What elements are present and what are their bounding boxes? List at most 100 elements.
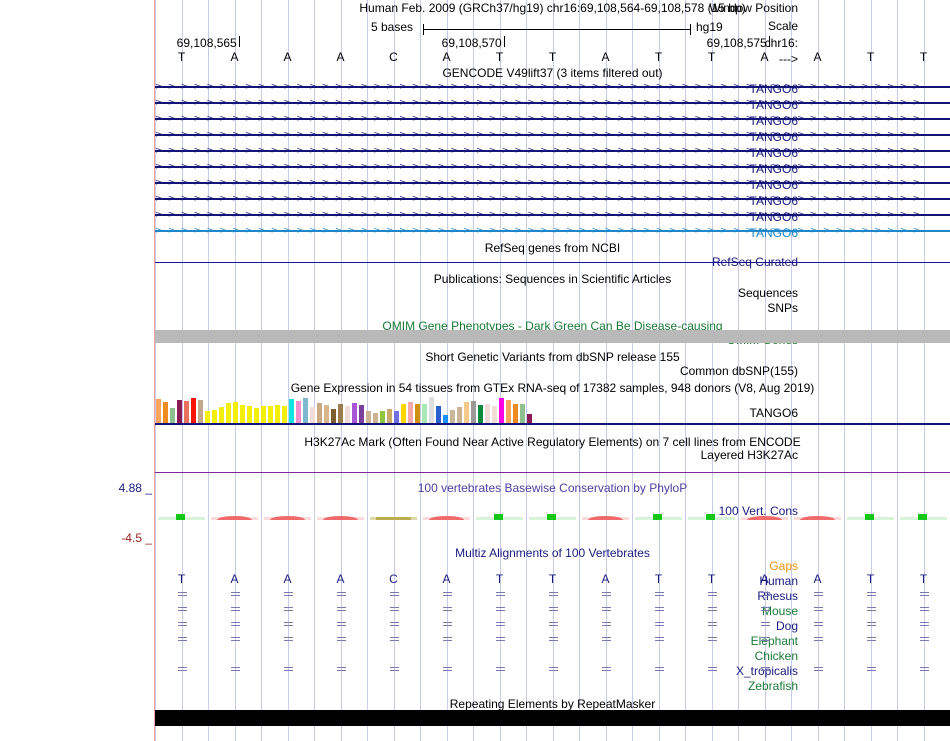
gtex-tissue-bar[interactable] [296, 401, 301, 423]
multiz-species-row[interactable] [155, 587, 950, 602]
omim-gene-band[interactable] [155, 330, 950, 343]
gtex-tissue-bar[interactable] [436, 406, 441, 423]
gtex-tissue-bar[interactable] [268, 406, 273, 423]
gtex-tissue-bar[interactable] [310, 407, 315, 423]
gtex-tissue-bar[interactable] [212, 410, 217, 423]
repeatmasker-feature-bar[interactable] [155, 710, 950, 726]
gtex-tissue-bar[interactable] [394, 411, 399, 423]
gtex-tissue-bar[interactable] [478, 405, 483, 423]
conservation-track-label[interactable]: 100 Vert. Cons [718, 504, 798, 518]
track-data-area[interactable] [155, 0, 950, 741]
gtex-tissue-bar[interactable] [380, 411, 385, 423]
multiz-species-row[interactable] [155, 662, 950, 677]
gtex-tissue-bar[interactable] [443, 415, 448, 423]
gtex-tissue-bar[interactable] [191, 398, 196, 423]
gtex-tissue-bar[interactable] [408, 402, 413, 423]
refseq-feature-line[interactable] [155, 262, 950, 263]
gtex-tissue-bar[interactable] [247, 406, 252, 423]
gtex-tissue-bar[interactable] [464, 402, 469, 423]
gtex-tissue-bar[interactable] [275, 405, 280, 423]
multiz-species-row[interactable] [155, 602, 950, 617]
multiz-species-label[interactable]: Dog [775, 619, 798, 633]
gtex-tissue-bar[interactable] [373, 413, 378, 423]
gtex-tissue-bar[interactable] [282, 406, 287, 423]
gtex-tissue-bar[interactable] [492, 406, 497, 423]
multiz-species-label[interactable]: Chicken [754, 649, 798, 663]
multiz-species-label[interactable]: Zebrafish [747, 679, 798, 693]
gtex-tissue-bar[interactable] [156, 399, 161, 423]
gene-feature-row[interactable]: >>>>>>>>>>>>>>>>>>>>>>>>>>>>>>>>>>>>>>>>… [155, 98, 950, 108]
gtex-tissue-bar[interactable] [198, 400, 203, 423]
gtex-tissue-bar[interactable] [233, 402, 238, 423]
gtex-tissue-bar[interactable] [261, 406, 266, 423]
gtex-tissue-bar[interactable] [303, 398, 308, 423]
gtex-tissue-bar[interactable] [240, 405, 245, 423]
gtex-expression-barchart[interactable] [156, 396, 534, 423]
multiz-match-mark [389, 667, 399, 672]
gene-feature-row[interactable]: >>>>>>>>>>>>>>>>>>>>>>>>>>>>>>>>>>>>>>>>… [155, 130, 950, 140]
gtex-tissue-bar[interactable] [254, 408, 259, 423]
gtex-tissue-bar[interactable] [219, 407, 224, 423]
multiz-species-row[interactable] [155, 617, 950, 632]
multiz-species-row[interactable] [155, 677, 950, 692]
gtex-gene-label[interactable]: TANGO6 [749, 406, 798, 420]
multiz-species-label[interactable]: Mouse [761, 604, 798, 618]
gene-feature-row[interactable]: >>>>>>>>>>>>>>>>>>>>>>>>>>>>>>>>>>>>>>>>… [155, 210, 950, 220]
gridline [924, 0, 925, 741]
multiz-match-mark [707, 637, 717, 642]
gtex-tissue-bar[interactable] [485, 404, 490, 423]
gtex-tissue-bar[interactable] [499, 398, 504, 423]
window-position-label: Window Position [709, 1, 798, 15]
gtex-tissue-bar[interactable] [513, 404, 518, 423]
gene-intron-line [155, 166, 950, 168]
gtex-tissue-bar[interactable] [422, 404, 427, 423]
gene-feature-row[interactable]: >>>>>>>>>>>>>>>>>>>>>>>>>>>>>>>>>>>>>>>>… [155, 114, 950, 124]
gtex-tissue-bar[interactable] [352, 403, 357, 423]
gtex-tissue-bar[interactable] [366, 411, 371, 423]
gtex-tissue-bar[interactable] [429, 397, 434, 423]
gtex-tissue-bar[interactable] [450, 410, 455, 423]
gtex-tissue-bar[interactable] [163, 402, 168, 423]
gtex-tissue-bar[interactable] [324, 405, 329, 423]
multiz-species-label[interactable]: X_tropicalis [735, 664, 798, 678]
gtex-tissue-bar[interactable] [338, 404, 343, 423]
gtex-tissue-bar[interactable] [401, 404, 406, 423]
gtex-tissue-bar[interactable] [205, 411, 210, 423]
multiz-species-row[interactable] [155, 632, 950, 647]
gene-feature-row[interactable]: >>>>>>>>>>>>>>>>>>>>>>>>>>>>>>>>>>>>>>>>… [155, 226, 950, 236]
gtex-tissue-bar[interactable] [317, 403, 322, 423]
gtex-tissue-bar[interactable] [471, 401, 476, 423]
gtex-tissue-bar[interactable] [457, 407, 462, 423]
gene-feature-row[interactable]: >>>>>>>>>>>>>>>>>>>>>>>>>>>>>>>>>>>>>>>>… [155, 82, 950, 92]
gaps-label[interactable]: Gaps [769, 559, 798, 573]
gtex-tissue-bar[interactable] [184, 401, 189, 423]
gene-feature-row[interactable]: >>>>>>>>>>>>>>>>>>>>>>>>>>>>>>>>>>>>>>>>… [155, 178, 950, 188]
gene-feature-row[interactable]: >>>>>>>>>>>>>>>>>>>>>>>>>>>>>>>>>>>>>>>>… [155, 162, 950, 172]
gtex-tissue-bar[interactable] [415, 404, 420, 423]
layered-h3k27ac-label[interactable]: Layered H3K27Ac [700, 448, 798, 462]
gtex-tissue-bar[interactable] [226, 403, 231, 423]
gtex-tissue-bar[interactable] [331, 409, 336, 423]
gene-feature-row[interactable]: >>>>>>>>>>>>>>>>>>>>>>>>>>>>>>>>>>>>>>>>… [155, 194, 950, 204]
gtex-tissue-bar[interactable] [170, 408, 175, 423]
common-dbsnp-label[interactable]: Common dbSNP(155) [679, 364, 798, 378]
gtex-tissue-bar[interactable] [359, 405, 364, 423]
gene-feature-row[interactable]: >>>>>>>>>>>>>>>>>>>>>>>>>>>>>>>>>>>>>>>>… [155, 146, 950, 156]
multiz-species-label[interactable]: Elephant [750, 634, 798, 648]
gtex-tissue-bar[interactable] [345, 406, 350, 423]
snps-label[interactable]: SNPs [767, 301, 798, 315]
multiz-species-row[interactable] [155, 647, 950, 662]
gtex-tissue-bar[interactable] [177, 400, 182, 423]
gtex-tissue-bar[interactable] [387, 409, 392, 423]
gtex-tissue-bar[interactable] [289, 399, 294, 423]
multiz-species-label[interactable]: Rhesus [757, 589, 798, 603]
gtex-tissue-bar[interactable] [520, 404, 525, 423]
gtex-tissue-bar[interactable] [506, 400, 511, 423]
conservation-score-mark [653, 514, 662, 520]
phylop-conservation-plot[interactable] [155, 478, 950, 540]
ruler-base: A [442, 50, 451, 64]
multiz-species-label[interactable]: Human [759, 574, 798, 588]
gtex-tissue-bar[interactable] [527, 414, 532, 423]
sequences-label[interactable]: Sequences [737, 286, 798, 300]
